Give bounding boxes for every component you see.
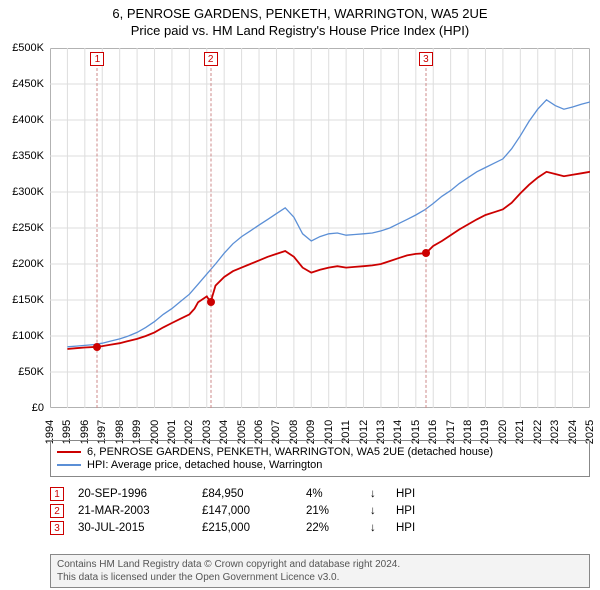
- down-arrow-icon: ↓: [370, 505, 382, 517]
- y-axis-tick-label: £100K: [12, 330, 44, 342]
- sale-marker-box: 3: [419, 52, 433, 66]
- legend-item: HPI: Average price, detached house, Warr…: [57, 459, 583, 471]
- y-axis-tick-label: £300K: [12, 186, 44, 198]
- sale-pct: 22%: [306, 522, 356, 534]
- sale-marker-dot: [422, 249, 430, 257]
- chart-titles: 6, PENROSE GARDENS, PENKETH, WARRINGTON,…: [0, 0, 600, 38]
- legend-swatch: [57, 464, 81, 466]
- sale-price: £84,950: [202, 488, 292, 500]
- sale-pct: 4%: [306, 488, 356, 500]
- sale-row: 2 21-MAR-2003 £147,000 21% ↓ HPI: [50, 504, 590, 518]
- sale-marker-line: [97, 68, 98, 408]
- down-arrow-icon: ↓: [370, 522, 382, 534]
- sale-pct: 21%: [306, 505, 356, 517]
- sale-marker-line: [425, 68, 426, 408]
- legend-label: HPI: Average price, detached house, Warr…: [87, 459, 322, 471]
- title-line-1: 6, PENROSE GARDENS, PENKETH, WARRINGTON,…: [0, 6, 600, 21]
- sale-marker-dot: [207, 298, 215, 306]
- legend: 6, PENROSE GARDENS, PENKETH, WARRINGTON,…: [50, 440, 590, 477]
- sale-hpi-label: HPI: [396, 488, 415, 500]
- sale-date: 30-JUL-2015: [78, 522, 188, 534]
- y-axis-tick-label: £500K: [12, 42, 44, 54]
- y-axis-tick-label: £50K: [18, 366, 44, 378]
- sale-date: 20-SEP-1996: [78, 488, 188, 500]
- down-arrow-icon: ↓: [370, 488, 382, 500]
- sale-marker-dot: [93, 343, 101, 351]
- y-axis-tick-label: £150K: [12, 294, 44, 306]
- footer-attribution: Contains HM Land Registry data © Crown c…: [50, 554, 590, 588]
- legend-label: 6, PENROSE GARDENS, PENKETH, WARRINGTON,…: [87, 446, 493, 458]
- sale-marker-box: 1: [90, 52, 104, 66]
- footer-line-2: This data is licensed under the Open Gov…: [57, 571, 583, 584]
- chart-svg: [50, 48, 590, 408]
- y-axis-tick-label: £0: [32, 402, 44, 414]
- sale-row: 1 20-SEP-1996 £84,950 4% ↓ HPI: [50, 487, 590, 501]
- chart-plot-area: 123 £0£50K£100K£150K£200K£250K£300K£350K…: [50, 48, 590, 408]
- sales-table: 1 20-SEP-1996 £84,950 4% ↓ HPI 2 21-MAR-2003 £14…: [50, 484, 590, 538]
- y-axis-tick-label: £350K: [12, 150, 44, 162]
- y-axis-tick-label: £400K: [12, 114, 44, 126]
- footer-line-1: Contains HM Land Registry data © Crown c…: [57, 558, 583, 571]
- y-axis-tick-label: £200K: [12, 258, 44, 270]
- sale-price: £147,000: [202, 505, 292, 517]
- sale-marker-box: 2: [204, 52, 218, 66]
- legend-item: 6, PENROSE GARDENS, PENKETH, WARRINGTON,…: [57, 446, 583, 458]
- sale-date: 21-MAR-2003: [78, 505, 188, 517]
- sale-row-marker: 1: [50, 487, 64, 501]
- legend-swatch: [57, 451, 81, 453]
- y-axis-tick-label: £250K: [12, 222, 44, 234]
- sale-row: 3 30-JUL-2015 £215,000 22% ↓ HPI: [50, 521, 590, 535]
- sale-hpi-label: HPI: [396, 505, 415, 517]
- sale-hpi-label: HPI: [396, 522, 415, 534]
- sale-price: £215,000: [202, 522, 292, 534]
- sale-marker-line: [210, 68, 211, 408]
- sale-row-marker: 2: [50, 504, 64, 518]
- title-line-2: Price paid vs. HM Land Registry's House …: [0, 23, 600, 38]
- y-axis-tick-label: £450K: [12, 78, 44, 90]
- sale-row-marker: 3: [50, 521, 64, 535]
